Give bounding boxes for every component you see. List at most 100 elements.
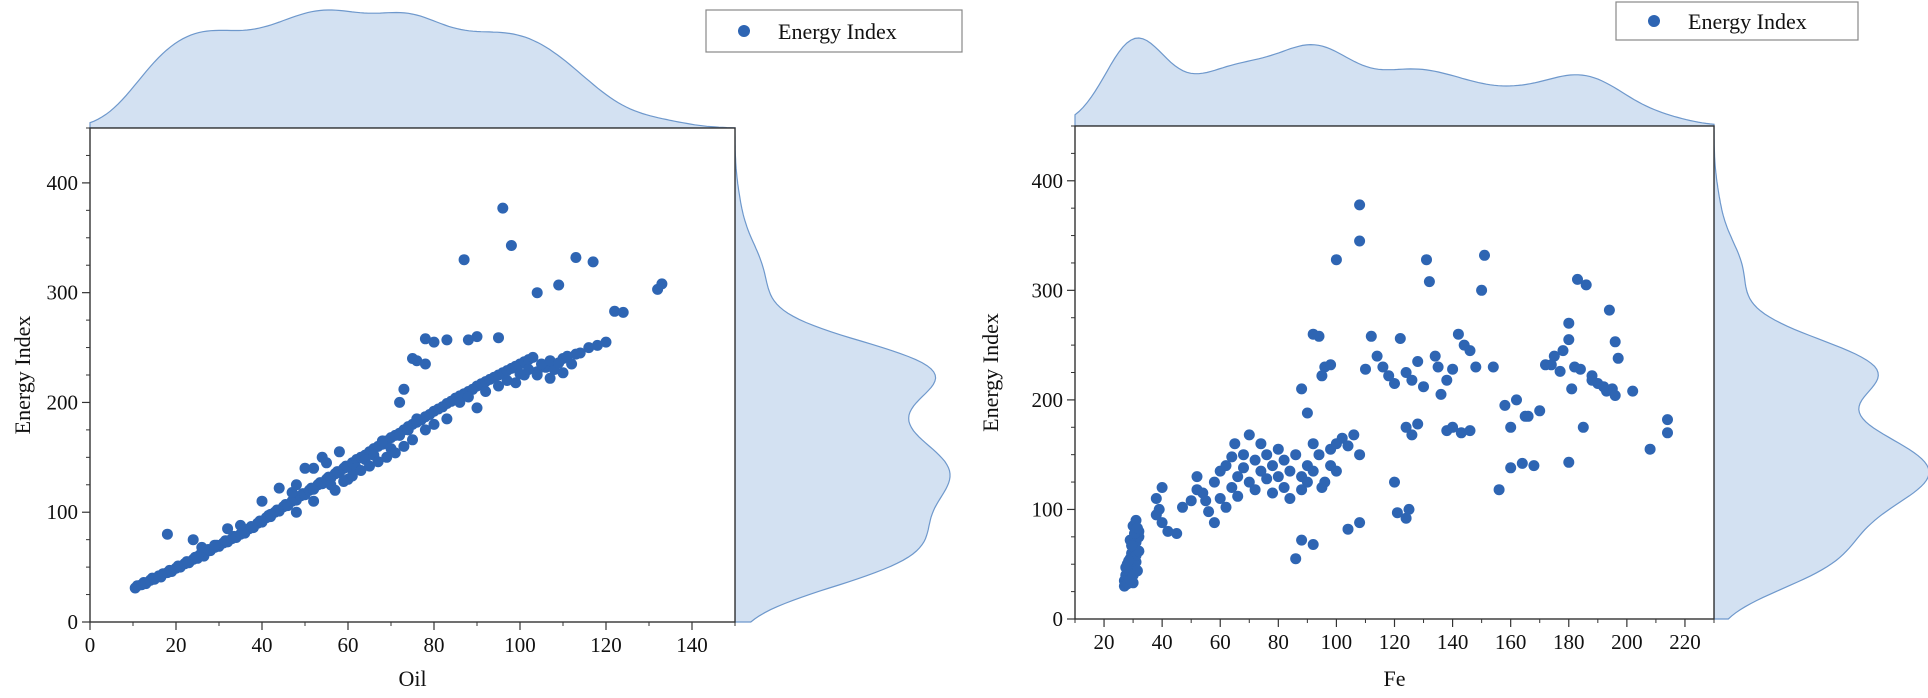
data-point (1586, 374, 1598, 386)
data-point (656, 278, 668, 290)
y-ticks: 0 100 200 300 400 (1032, 125, 1075, 631)
data-point (480, 386, 492, 397)
data-point (428, 418, 440, 430)
data-point (1452, 328, 1464, 340)
x-tick-label: 40 (1152, 630, 1173, 654)
data-point (1284, 493, 1296, 504)
data-point (1423, 276, 1435, 288)
data-point (1232, 490, 1244, 502)
data-point (1232, 471, 1244, 483)
data-point (1272, 443, 1284, 455)
data-point (497, 202, 509, 214)
data-point (1400, 421, 1412, 433)
data-point (1545, 359, 1557, 371)
x-tick-label: 20 (166, 633, 187, 657)
data-point (1383, 370, 1395, 382)
data-point (381, 451, 393, 463)
x-tick-label: 140 (676, 633, 708, 657)
y-axis-label: Energy Index (978, 313, 1003, 432)
y-tick-label: 100 (47, 500, 79, 524)
data-point (1123, 555, 1135, 567)
x-tick-label: 140 (1437, 630, 1469, 654)
data-point (376, 435, 388, 447)
left-chart: 0 20 40 60 80 100 120 140 0 100 200 300 400 Oil Ene… (10, 9, 963, 691)
plot-frame (1074, 125, 1715, 620)
x-axis-label: Oil (398, 666, 426, 691)
data-point (1371, 350, 1383, 362)
data-point (1316, 370, 1328, 382)
data-point (1447, 421, 1459, 433)
data-point (1342, 440, 1354, 452)
data-point (1153, 503, 1165, 515)
right-chart: 20 40 60 80 100 120 140 160 180 200 220 0 100 200 300… (978, 1, 1928, 691)
data-point (419, 358, 431, 370)
x-tick-label: 200 (1611, 630, 1643, 654)
data-point (419, 424, 431, 436)
data-point (1296, 484, 1308, 496)
data-point (1185, 495, 1197, 507)
data-point (1243, 429, 1255, 441)
data-point (1203, 506, 1215, 518)
data-point (1627, 385, 1639, 397)
data-point (441, 413, 453, 425)
data-point (591, 339, 603, 351)
data-point (1493, 484, 1505, 496)
data-point (402, 424, 414, 436)
data-point (1464, 425, 1476, 437)
data-point (1238, 449, 1249, 461)
data-point (338, 476, 350, 487)
data-point (1255, 465, 1267, 477)
data-point (1296, 383, 1308, 395)
data-point (299, 462, 311, 474)
data-point (471, 331, 483, 343)
data-point (1412, 356, 1424, 367)
data-point (471, 402, 483, 414)
data-point (1418, 381, 1429, 393)
data-point (1603, 304, 1615, 316)
x-tick-label: 40 (252, 633, 273, 657)
data-point (407, 353, 418, 364)
points-layer (129, 202, 668, 594)
data-point (1278, 454, 1290, 466)
data-point (587, 256, 599, 268)
x-tick-label: 20 (1094, 630, 1115, 654)
data-point (1238, 462, 1249, 474)
data-point (1301, 476, 1313, 488)
data-point (1528, 460, 1540, 472)
data-point (1307, 438, 1319, 450)
data-point (493, 332, 504, 344)
x-tick-label: 80 (1268, 630, 1289, 654)
data-point (600, 336, 612, 348)
data-point (329, 484, 341, 496)
data-point (1249, 454, 1261, 466)
data-point (1394, 333, 1406, 344)
data-point (161, 528, 173, 540)
data-point (1389, 378, 1400, 389)
data-point (1156, 482, 1168, 493)
data-point (1389, 476, 1400, 488)
data-point (523, 364, 535, 375)
data-point (1511, 394, 1522, 406)
data-point (1403, 503, 1415, 515)
data-point (1171, 528, 1183, 539)
data-point (1487, 361, 1499, 373)
data-point (1261, 473, 1273, 485)
data-point (1377, 361, 1389, 373)
data-point (1208, 517, 1220, 529)
data-point (1574, 363, 1586, 375)
y-tick-label: 300 (47, 281, 79, 305)
y-ticks: 0 100 200 300 400 (47, 127, 90, 634)
data-point (531, 287, 543, 299)
x-tick-label: 120 (1379, 630, 1411, 654)
legend: Energy Index (1615, 1, 1859, 41)
x-tick-label: 120 (590, 633, 622, 657)
data-point (1307, 465, 1319, 477)
data-point (265, 508, 277, 520)
data-point (1365, 330, 1377, 342)
data-point (570, 252, 582, 263)
data-point (1261, 449, 1273, 461)
data-point (1505, 462, 1517, 474)
data-point (1400, 512, 1412, 524)
data-point (527, 351, 539, 363)
x-axis-label: Fe (1384, 666, 1406, 691)
